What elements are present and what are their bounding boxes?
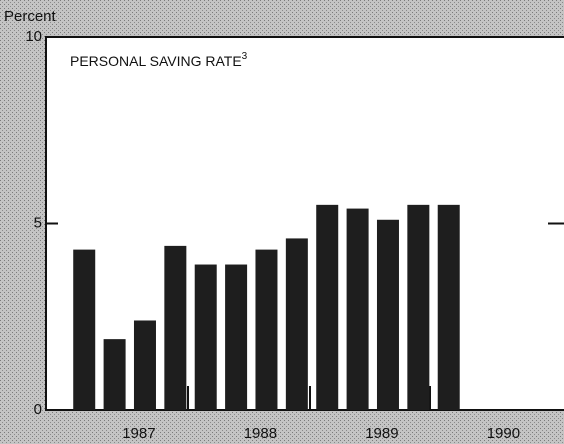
y-tick-label: 5 bbox=[34, 214, 42, 231]
y-axis-label: Percent bbox=[4, 8, 57, 25]
chart-title: PERSONAL SAVING RATE3 bbox=[70, 51, 248, 69]
x-tick-label: 1989 bbox=[365, 425, 398, 442]
x-tick-label: 1987 bbox=[122, 425, 155, 442]
bar bbox=[194, 264, 217, 410]
y-tick-label: 0 bbox=[34, 401, 42, 418]
title-note: 3 bbox=[242, 51, 248, 62]
bar bbox=[376, 219, 399, 410]
bar bbox=[103, 339, 126, 410]
bar bbox=[407, 204, 430, 410]
bar bbox=[164, 245, 187, 410]
bar bbox=[225, 264, 248, 410]
bar bbox=[437, 204, 460, 410]
x-tick-label: 1990 bbox=[487, 425, 520, 442]
title-text: PERSONAL SAVING RATE bbox=[70, 53, 242, 69]
bar bbox=[285, 238, 308, 410]
bar bbox=[133, 320, 156, 410]
bar bbox=[73, 249, 96, 410]
bar bbox=[316, 204, 339, 410]
x-tick-label: 1988 bbox=[244, 425, 277, 442]
bar bbox=[255, 249, 278, 410]
y-tick-label: 10 bbox=[25, 28, 42, 45]
bar bbox=[346, 208, 369, 410]
